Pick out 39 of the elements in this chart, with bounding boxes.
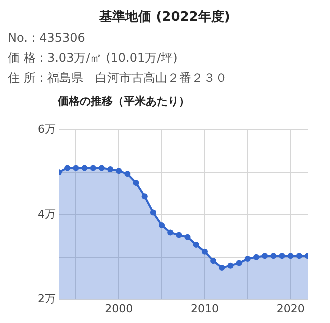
chart-subtitle: 価格の推移（平米あたり） [58,94,190,109]
point [202,248,208,255]
point [288,253,294,260]
point [296,253,302,260]
point [219,264,226,271]
y-tick-label: 4万 [38,208,56,221]
chart-title: 基準地価 (2022年度) [98,8,232,26]
point [184,234,191,240]
point [279,253,286,260]
point [159,222,166,229]
point [176,232,182,238]
y-tick-label: 2万 [38,292,56,306]
point [108,166,114,172]
point [150,210,156,216]
x-tick-label: 2000 [105,302,134,316]
point [210,258,217,264]
point [116,168,122,174]
point [193,242,200,248]
point [73,165,80,172]
point [98,165,105,172]
x-tick-label: 2010 [190,302,219,316]
text: 住 所 : 福島県 白河市古高山２番２３０ [8,70,228,87]
point [228,262,234,269]
point [64,165,71,172]
point [124,171,131,178]
point [253,254,260,260]
point [90,165,96,172]
point [133,180,140,186]
point [168,230,174,236]
point [270,253,277,260]
x-tick-label: 2020 [276,302,305,316]
point [262,253,268,260]
text: No. : 435306 [8,30,86,47]
point [142,194,148,200]
y-tick-label: 6万 [38,122,56,136]
text: 価 格 : 3.03万/㎡ (10.01万/坪) [8,50,179,67]
point [82,165,88,172]
point [244,256,251,262]
point [236,260,242,266]
